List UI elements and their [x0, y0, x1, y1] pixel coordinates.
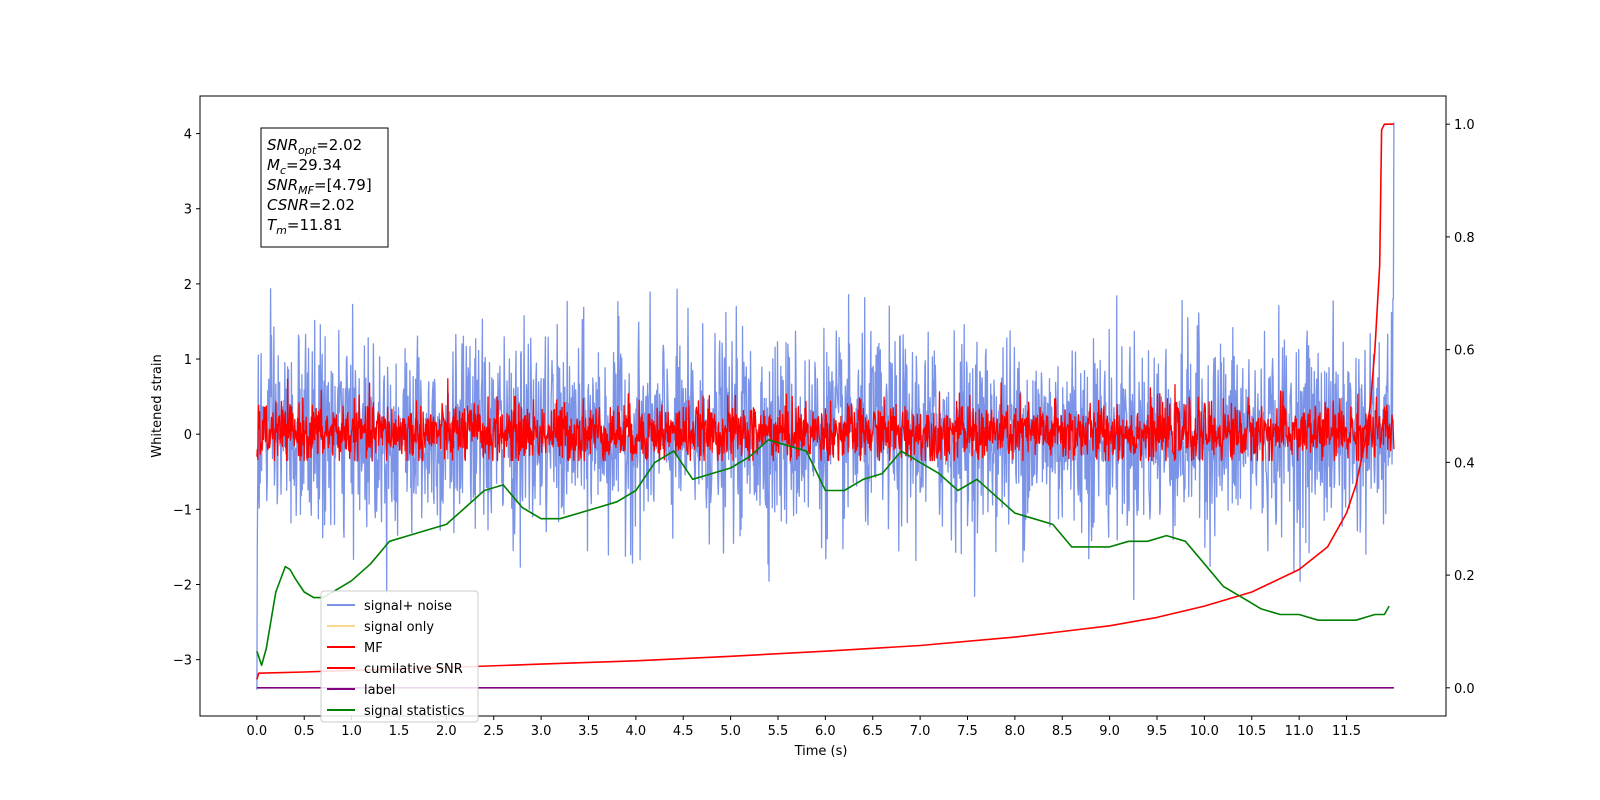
x-tick-label: 3.5 [578, 724, 599, 739]
legend: signal+ noise signal only MF cumilative SNR… [320, 590, 479, 723]
legend-label: MF [364, 641, 383, 656]
stats-line: Mc=29.34 [267, 156, 342, 177]
y-tick-label: 0 [184, 428, 192, 443]
x-tick-label: 1.5 [389, 724, 410, 739]
y-tick-label: 4 [184, 128, 192, 143]
y2-tick-label: 0.4 [1454, 456, 1475, 471]
stats-line: Tm=11.81 [267, 216, 342, 237]
stats-line: SNRMF=[4.79] [267, 176, 372, 197]
x-tick-label: 1.0 [341, 724, 362, 739]
x-tick-label: 4.5 [673, 724, 694, 739]
stats-line: SNRopt=2.02 [267, 136, 362, 157]
x-tick-label: 6.0 [815, 724, 836, 739]
series-line-signal-statistics [256, 439, 1390, 667]
x-tick-label: 3.0 [531, 724, 552, 739]
legend-frame [320, 590, 479, 723]
y-axis-label: Whitened strain [150, 354, 165, 457]
y-axis-right: 0.0 0.2 0.4 0.6 0.8 1.0 [1446, 118, 1475, 697]
x-tick-label: 10.5 [1237, 724, 1266, 739]
x-tick-label: 0.0 [247, 724, 268, 739]
y2-tick-label: 1.0 [1454, 118, 1475, 133]
x-tick-label: 8.0 [1005, 724, 1026, 739]
y-tick-label: 1 [184, 353, 192, 368]
plot-frame [199, 95, 1447, 717]
x-tick-label: 2.5 [483, 724, 504, 739]
legend-label: label [364, 683, 395, 698]
legend-label: signal only [364, 620, 434, 635]
x-tick-label: 5.5 [768, 724, 789, 739]
x-axis: 0.0 0.5 1.0 1.5 2.0 2.5 3.0 3.5 4.0 4.5 5.0 5.5 6.0 6… [247, 716, 1361, 739]
y-tick-label: −1 [173, 503, 192, 518]
y2-tick-label: 0.2 [1454, 569, 1475, 584]
series-line-mf [256, 378, 1395, 462]
x-tick-label: 11.0 [1285, 724, 1314, 739]
x-tick-label: 11.5 [1332, 724, 1361, 739]
legend-label: signal+ noise [364, 599, 452, 614]
y-tick-label: −3 [173, 654, 192, 669]
x-tick-label: 9.0 [1099, 724, 1120, 739]
y2-tick-label: 0.8 [1454, 231, 1475, 246]
y2-tick-label: 0.6 [1454, 344, 1475, 359]
stats-box: SNRopt=2.02Mc=29.34SNRMF=[4.79]CSNR=2.02… [260, 127, 389, 248]
legend-label: signal statistics [364, 704, 465, 719]
x-tick-label: 8.5 [1052, 724, 1073, 739]
stats-box-frame [260, 127, 389, 248]
legend-label: cumilative SNR [364, 662, 463, 677]
y-axis-left: −3 −2 −1 0 1 2 3 4 [173, 128, 200, 669]
y-tick-label: 3 [184, 203, 192, 218]
series-line-cumilative-snr [256, 123, 1394, 680]
y2-tick-label: 0.0 [1454, 682, 1475, 697]
stats-line: CSNR=2.02 [267, 196, 355, 214]
x-axis-label: Time (s) [794, 744, 848, 759]
y-tick-label: 2 [184, 278, 192, 293]
x-tick-label: 10.0 [1190, 724, 1219, 739]
x-tick-label: 7.5 [957, 724, 978, 739]
x-tick-label: 4.0 [626, 724, 647, 739]
x-tick-label: 7.0 [910, 724, 931, 739]
y-tick-label: −2 [173, 578, 192, 593]
x-tick-label: 6.5 [862, 724, 883, 739]
x-tick-label: 2.0 [436, 724, 457, 739]
x-tick-label: 5.0 [720, 724, 741, 739]
x-tick-label: 9.5 [1147, 724, 1168, 739]
x-tick-label: 0.5 [294, 724, 315, 739]
